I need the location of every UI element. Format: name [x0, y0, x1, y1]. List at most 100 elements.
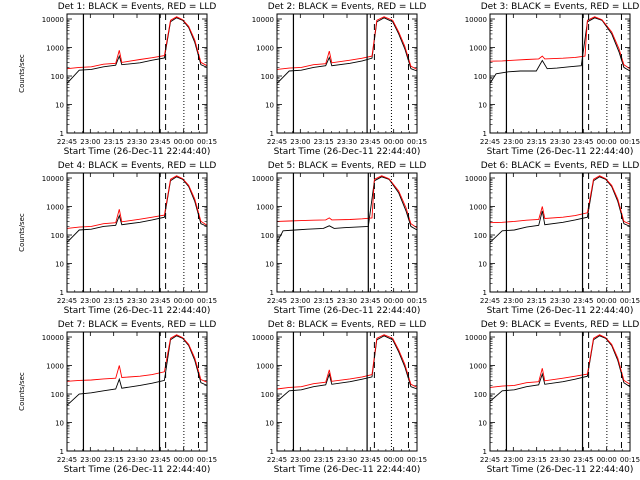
panel-det-8: Det 8: BLACK = Events, RED = LLD Start Ti…: [252, 320, 427, 475]
x-tick-label: 23:00: [80, 456, 100, 464]
plot-frame: [489, 331, 631, 452]
y-tick-label: 100: [261, 391, 274, 399]
events-line: [489, 335, 631, 402]
plot-frame: [489, 172, 631, 293]
y-tick-label: 1000: [46, 45, 64, 53]
y-axis-label: Counts/sec: [18, 213, 26, 252]
lld-line: [66, 175, 208, 229]
x-tick-label: 22:45: [480, 456, 500, 464]
x-tick-label: 23:45: [360, 138, 380, 146]
x-axis-label: Start Time (26-Dec-11 22:44:40): [487, 147, 634, 157]
y-tick-label: 10000: [252, 334, 274, 342]
panel-det-6: Det 6: BLACK = Events, RED = LLD Start Ti…: [465, 161, 640, 316]
x-tick-label: 00:15: [407, 138, 427, 146]
plot-frame: [66, 331, 208, 452]
panel-title: Det 5: BLACK = Events, RED = LLD: [268, 161, 427, 171]
x-axis-label: Start Time (26-Dec-11 22:44:40): [487, 306, 634, 316]
y-tick-label: 10: [478, 102, 487, 110]
x-tick-label: 00:00: [384, 138, 404, 146]
lld-line: [489, 16, 631, 70]
y-tick-label: 1: [483, 130, 487, 138]
lld-line: [489, 334, 631, 388]
lld-line: [276, 175, 418, 229]
x-tick-label: 23:15: [104, 138, 124, 146]
x-tick-label: 23:00: [290, 138, 310, 146]
x-tick-label: 00:00: [597, 297, 617, 305]
x-tick-label: 23:45: [573, 456, 593, 464]
y-tick-label: 1000: [46, 204, 64, 212]
y-tick-label: 10000: [252, 16, 274, 24]
lld-line: [276, 16, 418, 70]
plot-frame: [66, 13, 208, 134]
panel-title: Det 7: BLACK = Events, RED = LLD: [58, 320, 217, 330]
y-tick-label: 1000: [469, 363, 487, 371]
events-line: [276, 176, 418, 243]
y-tick-label: 1: [60, 448, 64, 456]
x-tick-label: 23:30: [337, 297, 357, 305]
plot-frame: [66, 172, 208, 293]
lld-line: [66, 334, 208, 383]
y-tick-label: 10: [55, 102, 64, 110]
y-tick-label: 10: [265, 102, 274, 110]
x-tick-label: 00:15: [620, 456, 640, 464]
plot-frame: [489, 13, 631, 134]
x-tick-label: 00:15: [620, 138, 640, 146]
y-tick-label: 1: [270, 289, 274, 297]
y-tick-label: 10000: [42, 334, 64, 342]
y-tick-label: 10000: [252, 175, 274, 183]
y-tick-label: 10: [265, 420, 274, 428]
y-tick-label: 1000: [46, 363, 64, 371]
x-tick-label: 23:00: [503, 138, 523, 146]
y-tick-label: 100: [474, 232, 487, 240]
y-tick-label: 10000: [465, 334, 487, 342]
x-tick-label: 23:45: [150, 456, 170, 464]
x-tick-label: 00:00: [174, 456, 194, 464]
x-tick-label: 23:30: [337, 138, 357, 146]
panel-title: Det 4: BLACK = Events, RED = LLD: [58, 161, 217, 171]
x-tick-label: 23:15: [527, 456, 547, 464]
x-tick-label: 23:45: [150, 138, 170, 146]
x-axis-label: Start Time (26-Dec-11 22:44:40): [274, 306, 421, 316]
panel-det-7: Det 7: BLACK = Events, RED = LLD Start Ti…: [18, 320, 217, 475]
panel-det-9: Det 9: BLACK = Events, RED = LLD Start Ti…: [465, 320, 640, 475]
x-tick-label: 22:45: [267, 456, 287, 464]
x-tick-label: 23:15: [314, 456, 334, 464]
x-tick-label: 22:45: [267, 138, 287, 146]
y-tick-label: 1: [270, 130, 274, 138]
x-tick-label: 23:15: [314, 297, 334, 305]
x-tick-label: 23:45: [573, 297, 593, 305]
x-tick-label: 23:30: [127, 297, 147, 305]
x-tick-label: 23:30: [550, 297, 570, 305]
y-tick-label: 100: [261, 73, 274, 81]
y-tick-label: 10: [55, 420, 64, 428]
panel-title: Det 3: BLACK = Events, RED = LLD: [481, 2, 640, 12]
panel-det-1: Det 1: BLACK = Events, RED = LLD Start Ti…: [18, 2, 217, 157]
x-tick-label: 23:15: [314, 138, 334, 146]
x-tick-label: 23:30: [550, 138, 570, 146]
x-tick-label: 23:15: [104, 297, 124, 305]
y-axis-label: Counts/sec: [18, 372, 26, 411]
panel-det-3: Det 3: BLACK = Events, RED = LLD Start Ti…: [465, 2, 640, 157]
y-tick-label: 100: [51, 391, 64, 399]
y-tick-label: 1000: [256, 363, 274, 371]
x-axis-label: Start Time (26-Dec-11 22:44:40): [274, 465, 421, 475]
panel-title: Det 1: BLACK = Events, RED = LLD: [58, 2, 217, 12]
events-line: [276, 17, 418, 84]
plot-frame: [276, 331, 418, 452]
y-tick-label: 1000: [469, 45, 487, 53]
y-tick-label: 1: [483, 289, 487, 297]
x-axis-label: Start Time (26-Dec-11 22:44:40): [64, 465, 211, 475]
events-line: [276, 335, 418, 402]
x-tick-label: 23:00: [80, 297, 100, 305]
x-tick-label: 00:15: [620, 297, 640, 305]
x-tick-label: 22:45: [57, 456, 77, 464]
y-tick-label: 1: [483, 448, 487, 456]
y-tick-label: 100: [474, 73, 487, 81]
x-tick-label: 23:30: [127, 138, 147, 146]
events-line: [66, 335, 208, 406]
panel-title: Det 9: BLACK = Events, RED = LLD: [481, 320, 640, 330]
x-axis-label: Start Time (26-Dec-11 22:44:40): [64, 306, 211, 316]
x-tick-label: 00:15: [197, 297, 217, 305]
plot-frame: [276, 13, 418, 134]
